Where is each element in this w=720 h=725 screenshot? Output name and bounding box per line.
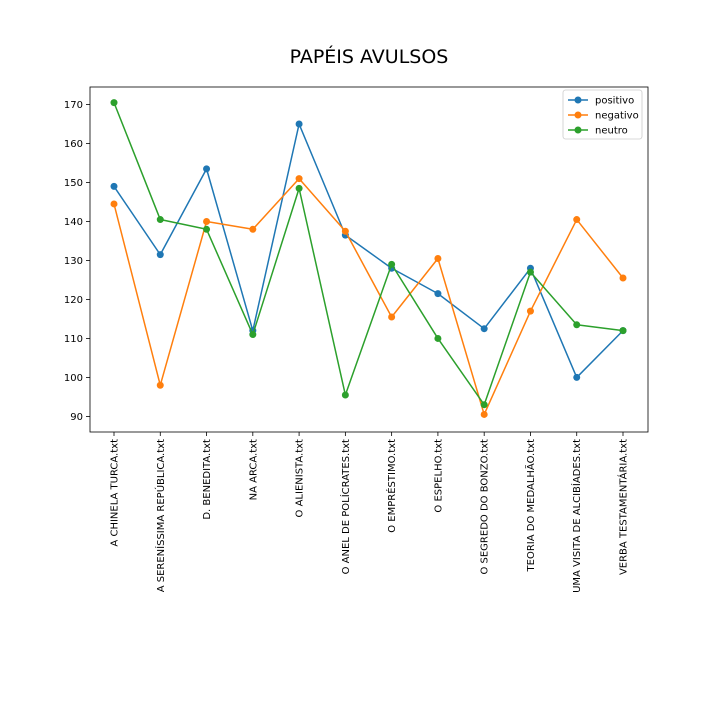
data-point-negativo [110, 200, 118, 208]
plot-area: 90 100 110 120 130 140 150 160 170 A CHINELA TURC… [64, 86, 649, 593]
legend-box [562, 89, 643, 140]
y-tick-label: 170 [64, 100, 83, 111]
x-tick-label: VERBA TESTAMENTÁRIA.txt [617, 439, 630, 575]
x-tick-label: D. BENEDITA.txt [202, 439, 213, 520]
data-point-neutro [156, 216, 164, 224]
data-point-negativo [388, 313, 396, 321]
plot-frame [89, 86, 649, 433]
series-line-positivo [113, 123, 624, 379]
data-point-positivo [434, 290, 442, 298]
data-point-neutro [110, 99, 118, 107]
y-tick-label: 150 [64, 178, 83, 189]
data-point-negativo [341, 227, 349, 235]
y-tick-label: 140 [64, 217, 83, 228]
data-point-neutro [388, 260, 396, 268]
data-point-positivo [295, 120, 303, 128]
data-point-negativo [573, 216, 581, 224]
data-point-negativo [480, 410, 488, 418]
series-line-neutro [113, 102, 624, 406]
data-point-negativo [156, 381, 164, 389]
data-point-negativo [434, 255, 442, 263]
legend-marker-positivo [574, 96, 582, 104]
data-point-neutro [573, 321, 581, 329]
data-point-negativo [619, 274, 627, 282]
legend-marker-negativo [574, 111, 582, 119]
x-tick-label: O EMPRÉSTIMO.txt [385, 439, 398, 533]
data-point-negativo [203, 217, 211, 225]
data-point-negativo [249, 225, 257, 233]
legend-label-neutro: neutro [595, 126, 628, 137]
data-point-positivo [480, 325, 488, 333]
data-point-positivo [203, 165, 211, 173]
y-tick-label: 100 [64, 373, 83, 384]
y-tick-label: 120 [64, 295, 83, 306]
data-point-positivo [156, 251, 164, 259]
data-point-neutro [480, 401, 488, 409]
legend-marker-neutro [574, 126, 582, 134]
x-tick-label: A CHINELA TURCA.txt [110, 439, 121, 547]
data-point-positivo [573, 373, 581, 381]
data-point-neutro [341, 391, 349, 399]
x-tick-label: UMA VISITA DE ALCIBÍADES.txt [570, 439, 583, 593]
y-tick-label: 90 [70, 412, 83, 423]
x-tick-label: TEORIA DO MEDALHÃO.txt [524, 439, 537, 573]
chart-title: PAPÉIS AVULSOS [290, 45, 449, 68]
x-tick-label: O ALIENISTA.txt [295, 439, 306, 518]
y-tick-label: 130 [64, 256, 83, 267]
x-tick-label: A SERENÍSSIMA REPÚBLICA.txt [154, 439, 167, 592]
data-point-neutro [295, 184, 303, 192]
data-point-negativo [295, 175, 303, 183]
y-tick-label: 110 [64, 334, 83, 345]
series-line-negativo [113, 177, 624, 416]
legend-label-positivo: positivo [595, 96, 634, 107]
data-point-neutro [203, 225, 211, 233]
legend: positivo negativo neutro [562, 89, 643, 140]
data-point-neutro [434, 334, 442, 342]
data-point-negativo [526, 307, 534, 315]
data-point-neutro [526, 268, 534, 276]
x-tick-label: O ANEL DE POLÍCRATES.txt [339, 439, 352, 574]
y-tick-label: 160 [64, 139, 83, 150]
legend-label-negativo: negativo [595, 111, 639, 122]
data-point-neutro [619, 327, 627, 335]
x-tick-label: O ESPELHO.txt [433, 439, 444, 513]
x-tick-label: NA ARCA.txt [248, 439, 259, 500]
x-tick-label: O SEGREDO DO BONZO.txt [480, 439, 491, 575]
data-point-neutro [249, 331, 257, 339]
data-point-positivo [110, 182, 118, 190]
